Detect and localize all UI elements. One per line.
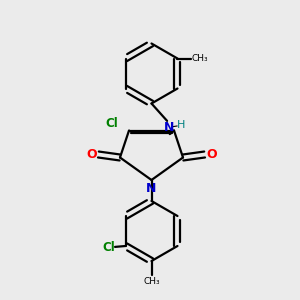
Text: CH₃: CH₃	[192, 54, 208, 63]
Text: Cl: Cl	[103, 241, 116, 254]
Text: O: O	[206, 148, 217, 161]
Text: Cl: Cl	[105, 117, 118, 130]
Text: H: H	[177, 120, 185, 130]
Text: CH₃: CH₃	[143, 277, 160, 286]
Text: N: N	[164, 121, 174, 134]
Text: O: O	[86, 148, 97, 161]
Text: N: N	[146, 182, 157, 194]
